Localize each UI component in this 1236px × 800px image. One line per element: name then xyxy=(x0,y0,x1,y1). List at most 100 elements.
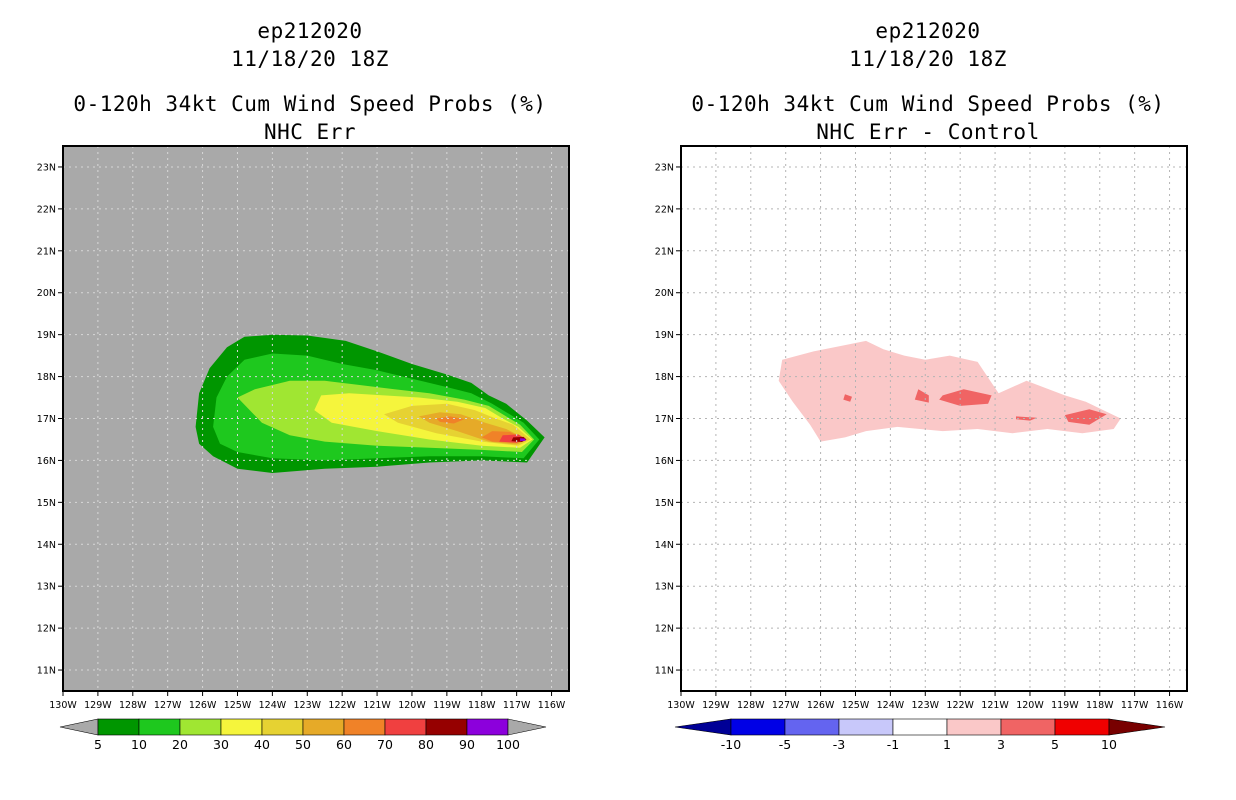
left-x-tick-label: 122W xyxy=(328,700,356,711)
right-colorbar-swatch xyxy=(1054,718,1110,736)
right-chart-title-line2: 11/18/20 18Z xyxy=(849,47,1007,71)
left-y-tick-label: 18N xyxy=(37,372,56,383)
left-colorbar-label: 10 xyxy=(131,737,147,752)
left-colorbar-swatch xyxy=(261,718,304,736)
left-y-tick-label: 11N xyxy=(37,666,56,677)
right-colorbar-label: -5 xyxy=(779,737,791,752)
left-contour-90 xyxy=(520,438,526,442)
right-y-tick-label: 11N xyxy=(655,666,674,677)
right-x-tick-label: 123W xyxy=(912,700,940,711)
left-x-tick-label: 117W xyxy=(503,700,531,711)
right-contour-1 xyxy=(778,340,1121,442)
right-colorbar-label: -1 xyxy=(887,737,899,752)
right-x-tick-label: 117W xyxy=(1121,700,1149,711)
left-colorbar-swatch xyxy=(466,718,509,736)
left-y-tick-label: 13N xyxy=(37,582,56,593)
right-contour-3 xyxy=(939,389,992,406)
right-y-tick-label: 14N xyxy=(655,540,674,551)
left-chart-title-line4: NHC Err xyxy=(263,120,356,144)
right-colorbar-label: 1 xyxy=(943,737,951,752)
right-colorbar-swatch xyxy=(892,718,948,736)
left-colorbar-under-triangle xyxy=(59,718,99,736)
right-plot-frame xyxy=(680,145,1188,692)
right-colorbar-swatch xyxy=(838,718,894,736)
left-colorbar-swatch xyxy=(138,718,181,736)
right-x-tick-label: 129W xyxy=(702,700,730,711)
right-y-tick-label: 16N xyxy=(655,456,674,467)
left-colorbar-label: 5 xyxy=(94,737,102,752)
right-y-tick-label: 13N xyxy=(655,582,674,593)
left-colorbar-label: 90 xyxy=(459,737,475,752)
left-colorbar-swatch xyxy=(97,718,140,736)
right-colorbar-swatch xyxy=(784,718,840,736)
right-chart-title-line4: NHC Err - Control xyxy=(816,120,1040,144)
left-y-tick-label: 19N xyxy=(37,330,56,341)
left-x-tick-label: 124W xyxy=(259,700,287,711)
right-colorbar-label: 3 xyxy=(997,737,1005,752)
left-colorbar-label: 20 xyxy=(172,737,188,752)
right-x-tick-label: 127W xyxy=(772,700,800,711)
right-y-tick-label: 22N xyxy=(655,204,674,215)
left-chart-title-line3: 0-120h 34kt Cum Wind Speed Probs (%) xyxy=(73,92,547,116)
right-colorbar-under-triangle xyxy=(674,718,732,736)
right-colorbar-label: -10 xyxy=(721,737,741,752)
left-x-tick-label: 116W xyxy=(538,700,566,711)
right-x-tick-label: 125W xyxy=(842,700,870,711)
right-y-tick-label: 18N xyxy=(655,372,674,383)
right-chart-title-line3: 0-120h 34kt Cum Wind Speed Probs (%) xyxy=(691,92,1165,116)
left-y-tick-label: 17N xyxy=(37,414,56,425)
left-y-tick-label: 21N xyxy=(37,246,56,257)
right-colorbar-swatch xyxy=(946,718,1002,736)
left-colorbar-swatch xyxy=(425,718,468,736)
right-x-tick-label: 118W xyxy=(1086,700,1114,711)
left-x-tick-label: 118W xyxy=(468,700,496,711)
left-x-tick-label: 123W xyxy=(294,700,322,711)
left-y-tick-label: 23N xyxy=(37,162,56,173)
right-colorbar-label: 5 xyxy=(1051,737,1059,752)
left-colorbar-swatch xyxy=(220,718,263,736)
right-colorbar-label: 10 xyxy=(1101,737,1117,752)
right-contour-3 xyxy=(843,394,852,402)
left-colorbar-swatch xyxy=(343,718,386,736)
right-x-tick-label: 126W xyxy=(807,700,835,711)
right-x-tick-label: 124W xyxy=(877,700,905,711)
left-chart-title-line1: ep212020 xyxy=(257,19,363,43)
right-wind-probability-difference-map: 130W 129W 128W 127W 126W 125W 124W 123W 122W 121W… xyxy=(655,145,1188,752)
left-colorbar-label: 40 xyxy=(254,737,270,752)
right-x-tick-label: 120W xyxy=(1016,700,1044,711)
left-x-tick-label: 126W xyxy=(189,700,217,711)
left-colorbar-swatch xyxy=(384,718,427,736)
left-x-tick-label: 120W xyxy=(398,700,426,711)
right-colorbar-swatch xyxy=(730,718,786,736)
left-contour-60 xyxy=(436,416,465,424)
left-x-tick-label: 121W xyxy=(363,700,391,711)
left-y-tick-label: 16N xyxy=(37,456,56,467)
right-colorbar-swatch xyxy=(1000,718,1056,736)
right-contour-3 xyxy=(1016,416,1037,421)
right-contour-3 xyxy=(1064,409,1107,425)
left-x-tick-label: 129W xyxy=(84,700,112,711)
right-y-tick-label: 15N xyxy=(655,498,674,509)
right-y-tick-label: 19N xyxy=(655,330,674,341)
right-y-tick-label: 12N xyxy=(655,624,674,635)
right-chart-title-line1: ep212020 xyxy=(875,19,981,43)
left-y-tick-label: 22N xyxy=(37,204,56,215)
left-colorbar-label: 70 xyxy=(377,737,393,752)
left-x-tick-label: 127W xyxy=(154,700,182,711)
left-y-tick-label: 15N xyxy=(37,498,56,509)
left-x-tick-label: 128W xyxy=(119,700,147,711)
right-y-tick-label: 23N xyxy=(655,162,674,173)
left-colorbar-label: 80 xyxy=(418,737,434,752)
left-colorbar-swatch xyxy=(179,718,222,736)
right-x-tick-label: 121W xyxy=(981,700,1009,711)
left-colorbar-swatch xyxy=(302,718,345,736)
left-y-tick-label: 12N xyxy=(37,624,56,635)
right-colorbar-label: -3 xyxy=(833,737,845,752)
left-colorbar-over-triangle xyxy=(507,718,547,736)
left-x-tick-label: 119W xyxy=(433,700,461,711)
left-colorbar-label: 100 xyxy=(496,737,520,752)
right-x-tick-label: 130W xyxy=(667,700,695,711)
right-y-tick-label: 21N xyxy=(655,246,674,257)
left-x-tick-label: 125W xyxy=(224,700,252,711)
right-y-tick-label: 20N xyxy=(655,288,674,299)
